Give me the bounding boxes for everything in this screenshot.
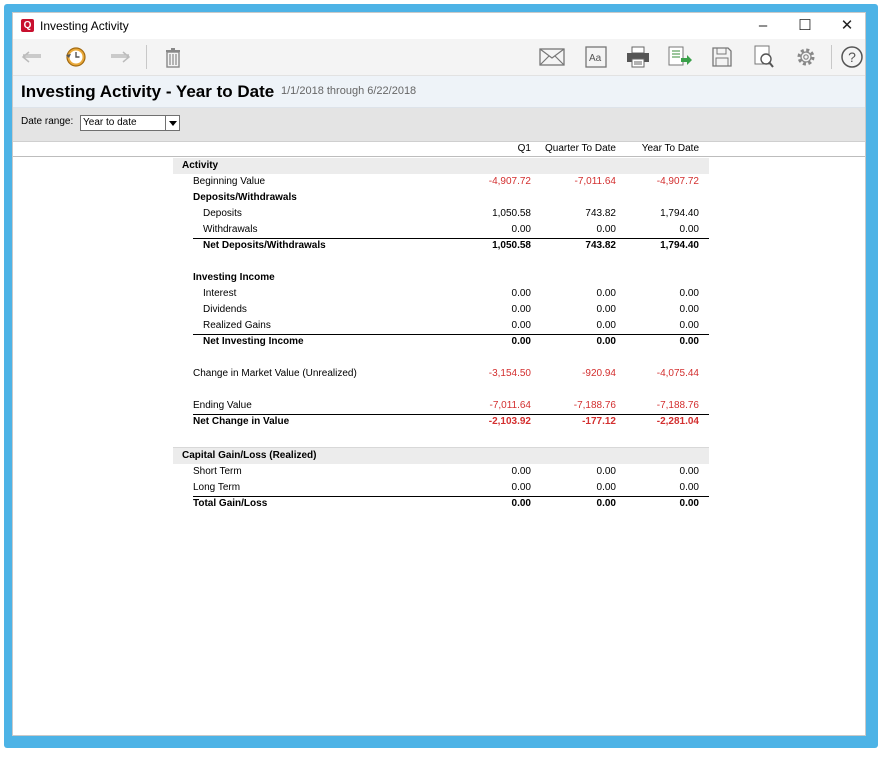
toolbar: Aa ? [13,39,865,76]
total-underline [193,496,709,497]
table-row-total: Net Investing Income 0.00 0.00 0.00 [173,334,709,350]
table-row: Deposits 1,050.58 743.82 1,794.40 [203,208,699,219]
date-range-select[interactable]: Year to date [80,115,180,131]
trash-icon[interactable] [160,45,186,69]
svg-text:Aa: Aa [589,53,602,64]
report-title: Investing Activity - Year to Date [21,82,275,101]
table-row-total: Total Gain/Loss 0.00 0.00 0.00 [173,496,709,512]
section-header-activity: Activity [173,158,709,174]
table-row-total: Net Change in Value -2,103.92 -177.12 -2… [173,414,709,430]
subsection-investing-income: Investing Income [193,272,275,283]
close-button[interactable]: ✕ [840,17,854,34]
toolbar-separator [146,45,147,69]
quicken-app-icon: Q [21,19,34,32]
table-row: Short Term 0.00 0.00 0.00 [193,466,699,477]
print-icon[interactable] [625,45,651,69]
total-underline [193,334,709,335]
forward-arrow-icon[interactable] [107,45,133,69]
report-date-range: 1/1/2018 through 6/22/2018 [281,85,417,97]
report-header: Investing Activity - Year to Date 1/1/20… [13,76,865,108]
table-row: Long Term 0.00 0.00 0.00 [193,482,699,493]
total-underline [193,414,709,415]
table-row: Change in Market Value (Unrealized) -3,1… [193,368,699,379]
table-row: Beginning Value -4,907.72 -7,011.64 -4,9… [193,176,699,187]
section-header-capital-gain: Capital Gain/Loss (Realized) [173,447,709,464]
table-row-total: Net Deposits/Withdrawals 1,050.58 743.82… [173,238,709,254]
settings-gear-icon[interactable] [793,45,819,69]
window-title: Investing Activity [40,19,129,33]
total-underline [193,238,709,239]
save-icon[interactable] [709,45,735,69]
maximize-button[interactable]: ☐ [798,17,812,34]
report-body: Q1 Quarter To Date Year To Date Activity… [13,142,865,735]
print-preview-icon[interactable] [751,45,777,69]
date-range-value: Year to date [83,117,137,128]
report-window: Q Investing Activity – ☐ ✕ Aa [12,12,866,736]
font-icon[interactable]: Aa [583,45,609,69]
filter-bar: Date range: Year to date [13,108,865,142]
help-icon[interactable]: ? [839,45,865,69]
toolbar-separator [831,45,832,69]
column-header-q1: Q1 [517,143,531,154]
subsection-deposits-withdrawals: Deposits/Withdrawals [193,192,297,203]
title-bar: Q Investing Activity – ☐ ✕ [13,13,865,39]
header-divider [13,156,865,157]
history-clock-icon[interactable] [63,45,89,69]
table-row: Withdrawals 0.00 0.00 0.00 [203,224,699,235]
table-row: Realized Gains 0.00 0.00 0.00 [203,320,699,331]
chevron-down-icon[interactable] [165,116,179,130]
export-icon[interactable] [667,45,693,69]
svg-text:?: ? [848,49,856,65]
table-row: Dividends 0.00 0.00 0.00 [203,304,699,315]
column-header-year-to-date: Year To Date [641,143,699,154]
column-header-quarter-to-date: Quarter To Date [545,143,616,154]
table-row: Interest 0.00 0.00 0.00 [203,288,699,299]
minimize-button[interactable]: – [758,17,768,34]
back-arrow-icon[interactable] [19,45,45,69]
table-row: Ending Value -7,011.64 -7,188.76 -7,188.… [193,400,699,411]
email-icon[interactable] [539,45,565,69]
date-range-label: Date range: [21,116,74,127]
